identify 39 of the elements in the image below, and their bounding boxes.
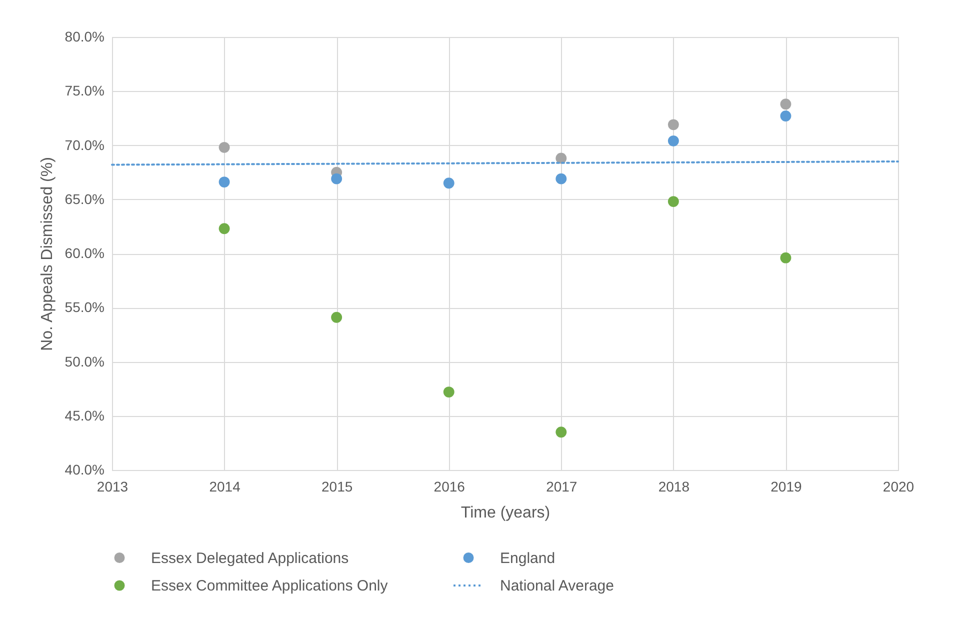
y-tick-label: 60.0% [64, 245, 104, 261]
point [556, 173, 567, 184]
y-tick-label: 70.0% [64, 136, 104, 153]
legend-label: Essex Committee Applications Only [151, 578, 388, 594]
point [668, 135, 679, 146]
x-tick-label: 2020 [882, 478, 914, 494]
y-tick-label: 55.0% [64, 299, 104, 316]
y-tick-label: 50.0% [64, 353, 104, 370]
x-tick-label: 2013 [96, 478, 128, 494]
point [780, 252, 792, 264]
y-tick-label: 75.0% [64, 82, 104, 99]
point [556, 152, 567, 164]
x-tick-label: 2015 [321, 478, 353, 494]
y-tick-label: 40.0% [64, 462, 104, 478]
x-tick-label: 2014 [209, 478, 241, 494]
x-axis-title: Time (years) [460, 504, 550, 522]
point [218, 223, 230, 234]
point [218, 176, 230, 188]
y-axis-title: No. Appeals Dismissed (%) [38, 157, 56, 351]
point [331, 312, 342, 323]
point [668, 119, 679, 130]
point [443, 178, 454, 189]
x-tick-label: 2016 [434, 478, 466, 494]
point [443, 386, 454, 398]
point [668, 196, 679, 208]
x-tick-label: 2019 [770, 478, 802, 494]
y-tick-label: 65.0% [64, 190, 104, 207]
y-tick-label: 45.0% [64, 407, 104, 424]
point [556, 426, 567, 438]
point [331, 173, 342, 184]
legend-label: Essex Delegated Applications [151, 550, 349, 567]
point [780, 98, 792, 110]
x-tick-label: 2017 [546, 478, 578, 494]
point [218, 142, 230, 153]
legend-label: National Average [500, 578, 614, 594]
legend-label: England [500, 550, 556, 567]
y-tick-label: 80.0% [64, 28, 104, 44]
x-tick-label: 2018 [658, 478, 690, 494]
point [780, 110, 792, 122]
